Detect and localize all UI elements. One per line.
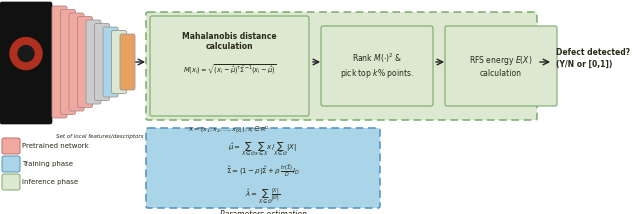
Text: Rank $M(\cdot)^2$ &
pick top $k$% points.: Rank $M(\cdot)^2$ & pick top $k$% points… bbox=[340, 52, 414, 80]
FancyBboxPatch shape bbox=[0, 2, 52, 124]
Text: $X = [x_1, x_2, \ldots, x_{|X|}], x_i \in R^D$: $X = [x_1, x_2, \ldots, x_{|X|}], x_i \i… bbox=[188, 124, 271, 134]
FancyBboxPatch shape bbox=[2, 174, 20, 190]
FancyBboxPatch shape bbox=[150, 16, 309, 116]
Text: Inference phase: Inference phase bbox=[22, 179, 78, 185]
FancyBboxPatch shape bbox=[103, 27, 118, 97]
FancyBboxPatch shape bbox=[86, 20, 101, 104]
FancyBboxPatch shape bbox=[111, 31, 127, 94]
FancyBboxPatch shape bbox=[2, 138, 20, 154]
FancyBboxPatch shape bbox=[146, 12, 537, 120]
FancyBboxPatch shape bbox=[69, 13, 84, 111]
Text: Set of local features/descriptors: Set of local features/descriptors bbox=[56, 134, 144, 139]
FancyBboxPatch shape bbox=[52, 6, 67, 118]
Text: Defect detected?: Defect detected? bbox=[556, 48, 630, 57]
FancyBboxPatch shape bbox=[95, 24, 109, 101]
FancyBboxPatch shape bbox=[120, 34, 135, 90]
Text: $M(x_i) = \sqrt{(x_i-\hat{\mu})^\tau\hat{\Sigma}^{-1}(x_i-\hat{\mu})}$: $M(x_i) = \sqrt{(x_i-\hat{\mu})^\tau\hat… bbox=[182, 63, 276, 77]
FancyBboxPatch shape bbox=[321, 26, 433, 106]
Text: $\hat{\Sigma} = (1-\rho)\hat{\Sigma} + \rho\,\frac{tr(\hat{\Sigma})}{D}I_D$: $\hat{\Sigma} = (1-\rho)\hat{\Sigma} + \… bbox=[226, 163, 300, 179]
Circle shape bbox=[18, 46, 34, 62]
Text: Training phase: Training phase bbox=[22, 161, 73, 167]
Circle shape bbox=[10, 38, 42, 70]
FancyBboxPatch shape bbox=[146, 128, 380, 208]
Text: (Y/N or [0,1]): (Y/N or [0,1]) bbox=[556, 60, 612, 69]
Text: Mahalanobis distance
calculation: Mahalanobis distance calculation bbox=[182, 32, 277, 51]
FancyBboxPatch shape bbox=[61, 9, 76, 114]
FancyBboxPatch shape bbox=[77, 16, 93, 107]
FancyBboxPatch shape bbox=[445, 26, 557, 106]
Text: Parameters estimation: Parameters estimation bbox=[220, 210, 307, 214]
Text: Pretrained network: Pretrained network bbox=[22, 143, 89, 149]
Text: $\hat{\mu} = \sum_{X\in\mathcal{O}}\sum_{x\in X} x\,/\!\sum_{X\in\mathcal{O}}|X|: $\hat{\mu} = \sum_{X\in\mathcal{O}}\sum_… bbox=[228, 140, 298, 158]
Text: $\hat{\lambda} = \sum_{X\in\mathcal{O}}\frac{|X|}{|\mathcal{O}|}$: $\hat{\lambda} = \sum_{X\in\mathcal{O}}\… bbox=[246, 186, 280, 206]
FancyBboxPatch shape bbox=[2, 156, 20, 172]
Text: RFS energy $E(X)$
calculation: RFS energy $E(X)$ calculation bbox=[469, 54, 532, 78]
